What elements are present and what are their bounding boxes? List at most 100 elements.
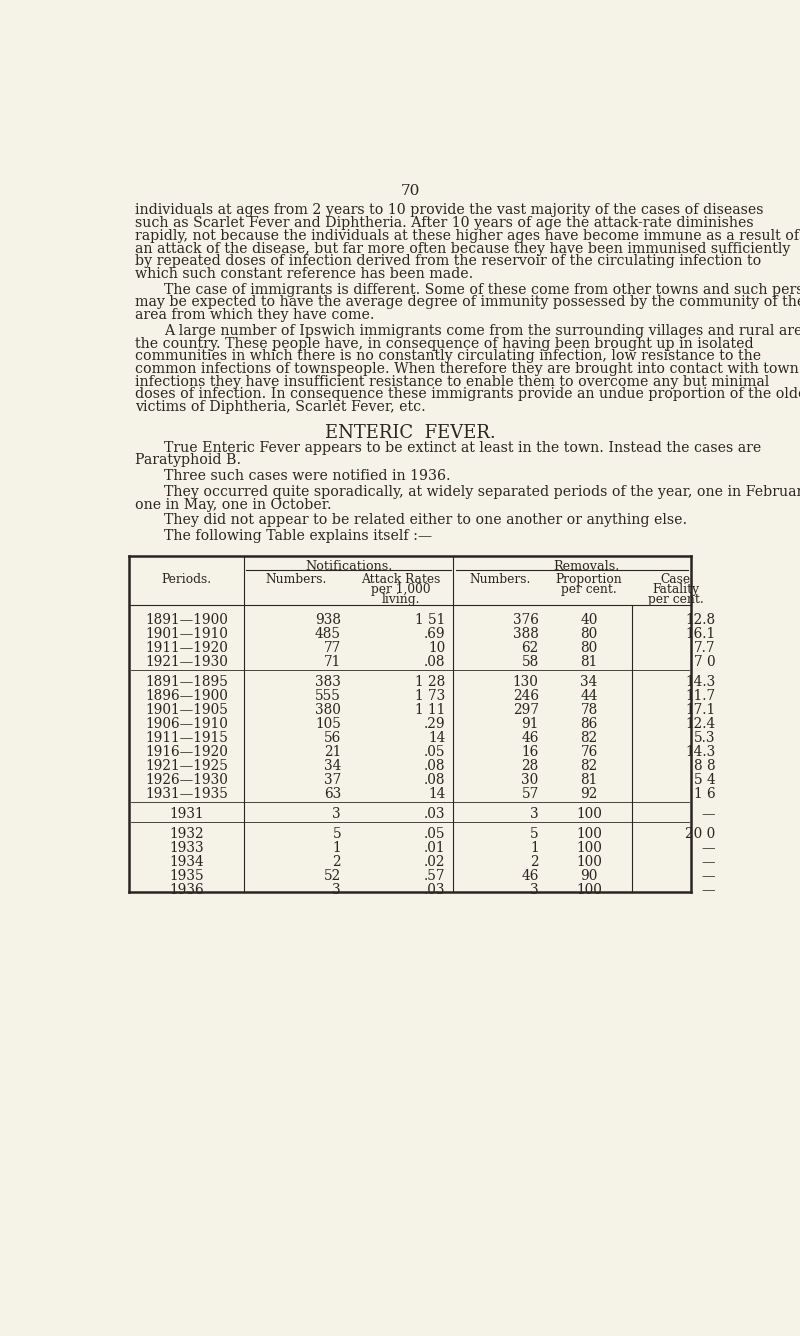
Text: Removals.: Removals.: [554, 560, 620, 573]
Text: 485: 485: [315, 627, 341, 641]
Text: 7.7: 7.7: [694, 641, 715, 655]
Text: 5 4: 5 4: [694, 774, 715, 787]
Text: 3: 3: [530, 883, 538, 898]
Text: 380: 380: [315, 703, 341, 717]
Text: —: —: [702, 855, 715, 870]
Text: 1 6: 1 6: [694, 787, 715, 802]
Text: .08: .08: [424, 774, 446, 787]
Text: Case: Case: [661, 573, 691, 585]
Text: may be expected to have the average degree of immunity possessed by the communit: may be expected to have the average degr…: [135, 295, 800, 310]
Text: per 1,000: per 1,000: [371, 582, 431, 596]
Text: victims of Diphtheria, Scarlet Fever, etc.: victims of Diphtheria, Scarlet Fever, et…: [135, 401, 426, 414]
Text: 46: 46: [522, 731, 538, 745]
Text: 246: 246: [513, 689, 538, 703]
Text: True Enteric Fever appears to be extinct at least in the town. Instead the cases: True Enteric Fever appears to be extinct…: [164, 441, 762, 454]
Text: The case of immigrants is different. Some of these come from other towns and suc: The case of immigrants is different. Som…: [164, 283, 800, 297]
Text: 3: 3: [333, 883, 341, 898]
Text: 76: 76: [581, 745, 598, 759]
Text: 80: 80: [581, 627, 598, 641]
Text: Paratyphoid B.: Paratyphoid B.: [135, 453, 241, 468]
Text: 1934: 1934: [170, 855, 204, 870]
Text: 100: 100: [576, 807, 602, 822]
Text: .03: .03: [424, 883, 446, 898]
Text: 81: 81: [581, 655, 598, 669]
Text: 82: 82: [581, 731, 598, 745]
Text: 105: 105: [315, 717, 341, 731]
Text: 28: 28: [522, 759, 538, 774]
Text: .08: .08: [424, 759, 446, 774]
Text: 388: 388: [513, 627, 538, 641]
Text: A large number of Ipswich immigrants come from the surrounding villages and rura: A large number of Ipswich immigrants com…: [164, 323, 800, 338]
Text: rapidly, not because the individuals at these higher ages have become immune as : rapidly, not because the individuals at …: [135, 228, 799, 243]
Text: Three such cases were notified in 1936.: Three such cases were notified in 1936.: [164, 469, 451, 484]
Text: 12.8: 12.8: [686, 613, 715, 627]
Text: 46: 46: [522, 870, 538, 883]
Text: 77: 77: [324, 641, 341, 655]
Text: 16.1: 16.1: [686, 627, 715, 641]
Text: 100: 100: [576, 855, 602, 870]
Text: 1932: 1932: [170, 827, 204, 842]
Text: 1 51: 1 51: [415, 613, 446, 627]
Text: 5.3: 5.3: [694, 731, 715, 745]
Text: 34: 34: [324, 759, 341, 774]
Text: 1 28: 1 28: [415, 675, 446, 689]
Text: Fatality: Fatality: [652, 582, 699, 596]
Text: 2: 2: [530, 855, 538, 870]
Text: Proportion: Proportion: [556, 573, 622, 585]
Text: The following Table explains itself :—: The following Table explains itself :—: [164, 529, 433, 544]
Text: area from which they have come.: area from which they have come.: [135, 309, 374, 322]
Text: 3: 3: [530, 807, 538, 822]
Text: 100: 100: [576, 842, 602, 855]
Text: 62: 62: [522, 641, 538, 655]
Text: 63: 63: [324, 787, 341, 802]
Text: Attack Rates: Attack Rates: [362, 573, 441, 585]
Text: .57: .57: [424, 870, 446, 883]
Text: 1911—1915: 1911—1915: [146, 731, 228, 745]
Text: doses of infection. In consequence these immigrants provide an undue proportion : doses of infection. In consequence these…: [135, 387, 800, 402]
Text: —: —: [702, 883, 715, 898]
Text: 20 0: 20 0: [685, 827, 715, 842]
Text: 71: 71: [324, 655, 341, 669]
Text: 21: 21: [324, 745, 341, 759]
Text: 1931—1935: 1931—1935: [146, 787, 228, 802]
Text: 5: 5: [333, 827, 341, 842]
Text: 56: 56: [324, 731, 341, 745]
Text: an attack of the disease, but far more often because they have been immunised su: an attack of the disease, but far more o…: [135, 242, 790, 255]
Text: 3: 3: [333, 807, 341, 822]
Text: 130: 130: [513, 675, 538, 689]
Text: 100: 100: [576, 827, 602, 842]
Text: 1901—1905: 1901—1905: [146, 703, 228, 717]
Text: .05: .05: [424, 745, 446, 759]
Text: 14: 14: [428, 787, 446, 802]
Text: Notifications.: Notifications.: [305, 560, 393, 573]
Text: 1933: 1933: [170, 842, 204, 855]
Text: 297: 297: [513, 703, 538, 717]
Text: 8 8: 8 8: [694, 759, 715, 774]
Text: 1921—1930: 1921—1930: [146, 655, 228, 669]
Text: 52: 52: [324, 870, 341, 883]
Text: They occurred quite sporadically, at widely separated periods of the year, one i: They occurred quite sporadically, at wid…: [164, 485, 800, 498]
Text: 1926—1930: 1926—1930: [146, 774, 228, 787]
Text: 57: 57: [522, 787, 538, 802]
Text: 100: 100: [576, 883, 602, 898]
Text: 58: 58: [522, 655, 538, 669]
Text: 7 0: 7 0: [694, 655, 715, 669]
Text: 78: 78: [581, 703, 598, 717]
Text: 30: 30: [522, 774, 538, 787]
Text: —: —: [702, 807, 715, 822]
Text: 2: 2: [333, 855, 341, 870]
Text: 34: 34: [580, 675, 598, 689]
Text: ENTERIC  FEVER.: ENTERIC FEVER.: [325, 424, 495, 442]
Text: 1: 1: [530, 842, 538, 855]
Text: 70: 70: [400, 184, 420, 198]
Text: 1 73: 1 73: [415, 689, 446, 703]
Text: 91: 91: [522, 717, 538, 731]
Text: —: —: [702, 842, 715, 855]
Text: 14: 14: [428, 731, 446, 745]
Text: common infections of townspeople. When therefore they are brought into contact w: common infections of townspeople. When t…: [135, 362, 798, 375]
Text: 383: 383: [315, 675, 341, 689]
Text: .29: .29: [424, 717, 446, 731]
Text: 16: 16: [522, 745, 538, 759]
Text: 12.4: 12.4: [685, 717, 715, 731]
Text: such as Scarlet Fever and Diphtheria. After 10 years of age the attack-rate dimi: such as Scarlet Fever and Diphtheria. Af…: [135, 216, 754, 230]
